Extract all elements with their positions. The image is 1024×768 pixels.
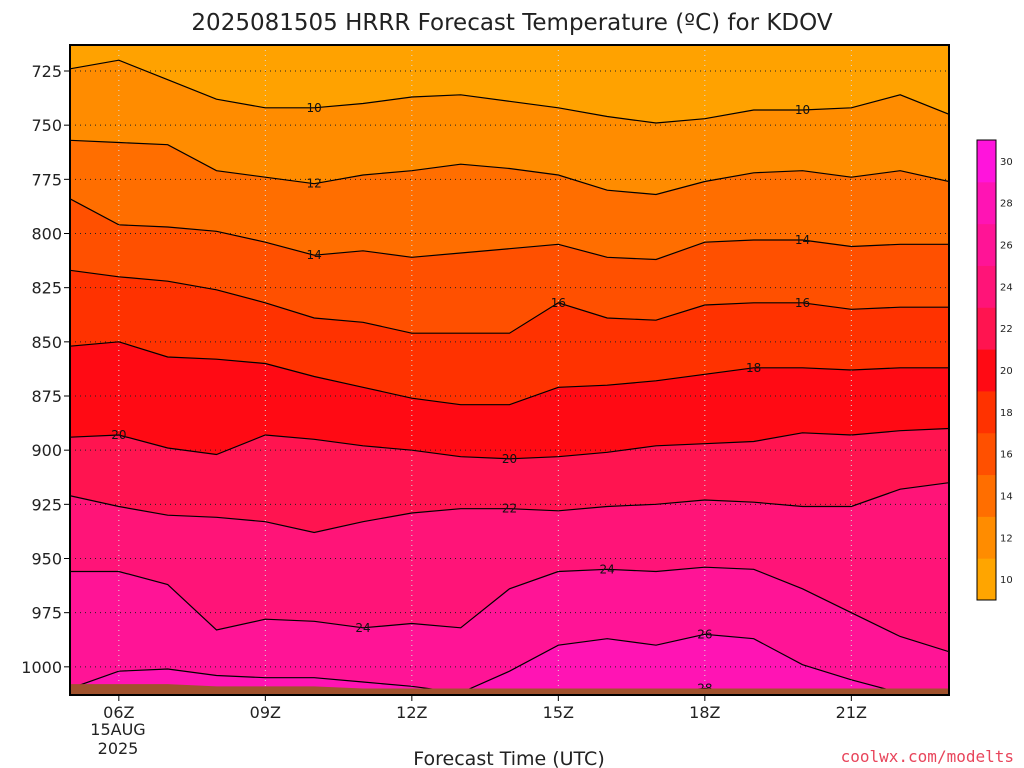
plot-area: 101012141416161820202224242628 — [70, 45, 949, 695]
isotherm-10 — [70, 59, 949, 124]
isotherm-label-14: 14 — [307, 248, 322, 262]
y-tick-label: 900 — [31, 441, 62, 460]
colorbar-tick-label: 28 — [1000, 199, 1013, 210]
colorbar-segment — [977, 223, 996, 266]
colorbar-tick-label: 14 — [1000, 491, 1013, 502]
colorbar-tick-label: 12 — [1000, 533, 1013, 544]
isotherm-label-22: 22 — [502, 502, 517, 516]
colorbar-segment — [977, 432, 996, 476]
isotherm-22 — [70, 482, 949, 534]
isotherm-label-24: 24 — [600, 562, 615, 576]
plot-frame — [69, 44, 950, 696]
isotherm-label-16: 16 — [795, 296, 810, 310]
isotherm-label-18: 18 — [746, 361, 761, 375]
y-tick-label: 925 — [31, 495, 62, 514]
isotherm-label-26: 26 — [697, 627, 712, 641]
y-tick-label: 800 — [31, 225, 62, 244]
colorbar-tick-label: 10 — [1000, 575, 1013, 586]
isotherm-label-16: 16 — [551, 296, 566, 310]
y-tick-label: 850 — [31, 333, 62, 352]
isotherm-12 — [70, 139, 949, 196]
colorbar-tick-label: 24 — [1000, 282, 1013, 293]
colorbar-segment — [977, 349, 996, 392]
colorbar-segment — [977, 516, 996, 559]
colorbar-frame — [976, 139, 997, 601]
isotherm-16 — [70, 269, 949, 334]
colorbar: 10 12 14 16 18 20 22 24 26 28 30 — [976, 139, 1013, 601]
colorbar-segment — [977, 265, 996, 308]
x-tick-label: 21Z — [836, 703, 867, 722]
x-tick-label: 15Z — [543, 703, 574, 722]
y-tick-label: 1000 — [21, 658, 62, 677]
x-axis: 06Z 09Z 12Z 15Z 18Z 21Z — [103, 695, 867, 722]
isotherm-contours: 101012141416161820202224242628 — [70, 59, 949, 695]
ground-fill — [70, 684, 949, 695]
isotherm-18 — [70, 341, 949, 406]
y-tick-label: 950 — [31, 550, 62, 569]
x-date-year: 2025 — [98, 739, 139, 758]
x-tick-label: 09Z — [250, 703, 281, 722]
colorbar-segment — [977, 474, 996, 517]
chart-title: 2025081505 HRRR Forecast Temperature (ºC… — [191, 10, 832, 36]
y-tick-label: 775 — [31, 170, 62, 189]
credit-link[interactable]: coolwx.com/modelts — [841, 747, 1014, 766]
colorbar-segment — [977, 181, 996, 225]
y-tick-label: 875 — [31, 387, 62, 406]
isotherm-26 — [70, 633, 949, 695]
isotherm-label-14: 14 — [795, 233, 810, 247]
x-date-day: 15AUG — [90, 720, 145, 739]
ground-surface — [70, 684, 949, 695]
y-axis: 725 750 775 800 825 850 875 900 925 950 975 1000 — [21, 62, 70, 677]
x-tick-label: 18Z — [689, 703, 720, 722]
colorbar-segment — [977, 307, 996, 350]
isotherm-label-24: 24 — [355, 621, 370, 635]
isotherm-label-20: 20 — [502, 452, 517, 466]
colorbar-segment — [977, 140, 996, 183]
temperature-band-26 — [70, 634, 949, 695]
y-tick-label: 975 — [31, 604, 62, 623]
isotherm-20 — [70, 427, 949, 460]
isotherm-label-12: 12 — [307, 177, 322, 191]
y-tick-label: 725 — [31, 62, 62, 81]
y-tick-label: 750 — [31, 116, 62, 135]
x-tick-label: 12Z — [396, 703, 427, 722]
colorbar-segment — [977, 390, 996, 434]
x-axis-label: Forecast Time (UTC) — [413, 748, 604, 768]
colorbar-segment — [977, 558, 996, 601]
colorbar-tick-label: 18 — [1000, 408, 1013, 419]
colorbar-tick-label: 16 — [1000, 450, 1013, 461]
isotherm-label-20: 20 — [111, 428, 126, 442]
temperature-fill-bands — [70, 60, 949, 695]
isotherm-label-10: 10 — [307, 101, 322, 115]
isotherm-label-10: 10 — [795, 103, 810, 117]
colorbar-tick-label: 30 — [1000, 157, 1013, 168]
colorbar-tick-label: 20 — [1000, 366, 1013, 377]
y-tick-label: 825 — [31, 279, 62, 298]
isotherm-24 — [70, 566, 949, 653]
isotherm-14 — [70, 198, 949, 261]
colorbar-tick-label: 26 — [1000, 241, 1013, 252]
x-tick-label: 06Z — [103, 703, 134, 722]
colorbar-tick-label: 22 — [1000, 324, 1013, 335]
